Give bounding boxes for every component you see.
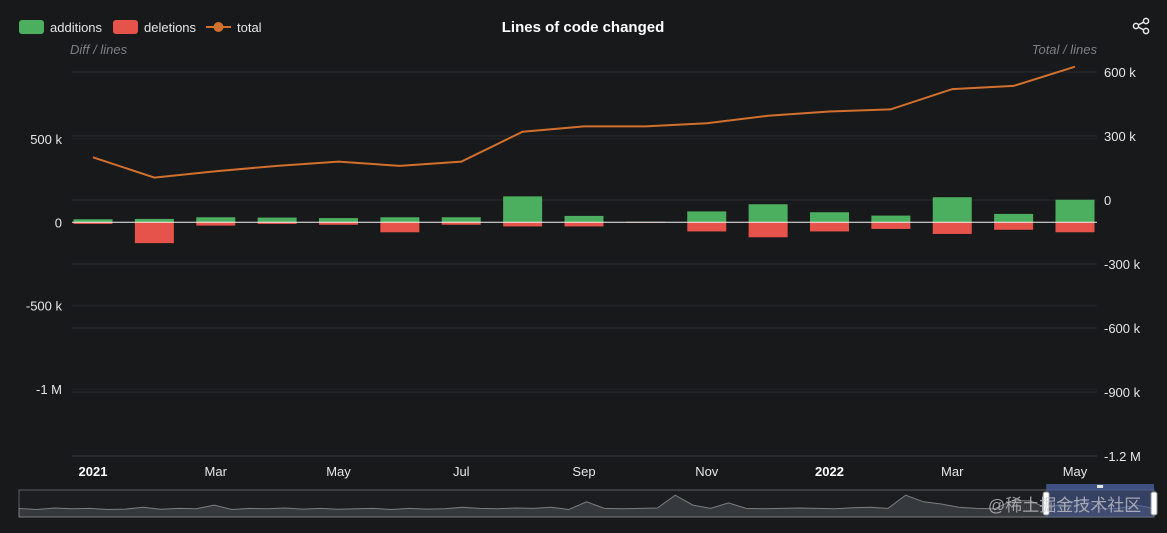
bar-additions [196, 217, 236, 223]
left-axis-tick: 500 k [30, 132, 62, 147]
bar-deletions [564, 222, 604, 227]
bar-additions [1055, 199, 1095, 223]
bar-deletions [380, 222, 420, 233]
bar-deletions [932, 222, 972, 234]
right-axis-tick: -300 k [1104, 257, 1141, 272]
right-axis-tick: 600 k [1104, 65, 1136, 80]
bar-deletions [687, 222, 727, 232]
bar-additions [810, 212, 849, 223]
axes: 500 k 0 -500 k -1 M 600 k 300 k 0 -300 k -600 k -… [26, 65, 1141, 479]
x-axis-tick: Mar [941, 464, 964, 479]
legend: additions deletions total [19, 20, 262, 35]
right-axis-tick: -600 k [1104, 321, 1141, 336]
bar-additions [380, 217, 420, 223]
zoom-handle-right[interactable] [1150, 491, 1158, 516]
data-zoom-slider[interactable] [18, 484, 1158, 518]
right-axis-title: Total / lines [1032, 42, 1098, 57]
total-swatch-dot [213, 22, 224, 32]
bar-additions [257, 217, 297, 223]
bar-additions [932, 197, 972, 223]
zoom-grip [1097, 485, 1104, 488]
line-total [92, 65, 1076, 179]
bar-deletions [134, 222, 174, 244]
right-axis-tick: 0 [1104, 193, 1111, 208]
bar-deletions [319, 222, 358, 225]
bar-additions [994, 213, 1034, 223]
bar-additions [134, 218, 174, 223]
bar-additions [564, 215, 604, 223]
x-axis-tick: Jul [453, 464, 470, 479]
grid [72, 71, 1097, 457]
bar-deletions [1055, 222, 1095, 233]
right-axis-tick: 300 k [1104, 129, 1136, 144]
left-axis-title: Diff / lines [70, 42, 128, 57]
legend-item-total[interactable]: total [206, 20, 262, 35]
x-axis-tick: May [326, 464, 351, 479]
bars [73, 196, 1095, 244]
bar-additions [748, 204, 788, 223]
bar-deletions [748, 222, 788, 238]
bar-additions [871, 215, 911, 223]
bar-deletions [871, 222, 911, 229]
legend-label-total: total [237, 20, 262, 35]
total-line [92, 65, 1076, 179]
left-axis-tick: -500 k [26, 299, 63, 314]
share-icon[interactable] [1132, 17, 1150, 35]
x-axis-tick: Sep [572, 464, 595, 479]
x-axis-tick: Nov [695, 464, 719, 479]
bar-deletions [257, 222, 297, 224]
bar-additions [319, 218, 358, 223]
bar-deletions [441, 222, 481, 225]
x-axis-tick: 2021 [79, 464, 108, 479]
right-axis-tick: -900 k [1104, 385, 1141, 400]
bar-additions [687, 211, 727, 223]
bar-deletions [196, 222, 236, 226]
bar-additions [503, 196, 543, 223]
zoom-window [1046, 490, 1154, 517]
x-axis-tick: 2022 [815, 464, 844, 479]
bar-additions [73, 219, 113, 223]
bar-deletions [73, 222, 113, 224]
left-axis-tick: 0 [55, 215, 62, 230]
legend-label-additions: additions [50, 20, 103, 35]
bar-deletions [503, 222, 543, 227]
additions-swatch [19, 20, 44, 34]
deletions-swatch [113, 20, 138, 34]
zoom-handle-left[interactable] [1042, 491, 1050, 516]
legend-item-additions[interactable]: additions [19, 20, 103, 35]
legend-label-deletions: deletions [144, 20, 197, 35]
bar-deletions [810, 222, 849, 232]
x-axis-tick: Mar [205, 464, 228, 479]
left-axis-tick: -1 M [36, 382, 62, 397]
chart-title: Lines of code changed [502, 19, 665, 36]
right-axis-tick: -1.2 M [1104, 449, 1141, 464]
bar-additions [441, 217, 481, 223]
watermark: @稀土掘金技术社区 [988, 496, 1141, 515]
legend-item-deletions[interactable]: deletions [113, 20, 197, 35]
x-axis-tick: May [1063, 464, 1088, 479]
zoom-overview [18, 494, 1155, 518]
bar-deletions [994, 222, 1034, 230]
